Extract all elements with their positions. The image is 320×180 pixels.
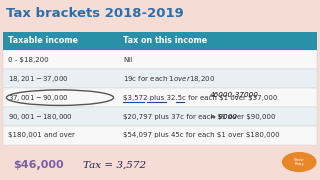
FancyBboxPatch shape xyxy=(3,126,317,145)
Text: 46000-37000: 46000-37000 xyxy=(210,92,259,98)
FancyBboxPatch shape xyxy=(3,69,317,88)
Text: $180,001 and over: $180,001 and over xyxy=(8,132,75,138)
Text: = 9000: = 9000 xyxy=(210,114,236,120)
Text: Nil: Nil xyxy=(123,57,132,63)
Text: $46,000: $46,000 xyxy=(13,160,63,170)
Text: Show
Ruby: Show Ruby xyxy=(294,158,305,166)
Text: $3,572 plus 32.5c for each $1 over $37,000: $3,572 plus 32.5c for each $1 over $37,0… xyxy=(123,95,277,101)
Text: Tax brackets 2018-2019: Tax brackets 2018-2019 xyxy=(6,7,184,20)
FancyBboxPatch shape xyxy=(3,50,317,69)
Circle shape xyxy=(283,153,316,171)
FancyBboxPatch shape xyxy=(3,31,317,50)
Text: $37,001 - $90,000: $37,001 - $90,000 xyxy=(8,93,68,103)
Text: $20,797 plus 37c for each $1 over $90,000: $20,797 plus 37c for each $1 over $90,00… xyxy=(123,114,276,120)
Text: $18,201 - $37,000: $18,201 - $37,000 xyxy=(8,74,68,84)
Text: $90,001 - $180,000: $90,001 - $180,000 xyxy=(8,112,73,122)
Text: Taxable income: Taxable income xyxy=(8,36,78,46)
Text: Tax = 3,572: Tax = 3,572 xyxy=(83,160,146,169)
Text: 0 - $18,200: 0 - $18,200 xyxy=(8,57,49,63)
FancyBboxPatch shape xyxy=(3,88,317,107)
FancyBboxPatch shape xyxy=(3,107,317,126)
Text: $54,097 plus 45c for each $1 over $180,000: $54,097 plus 45c for each $1 over $180,0… xyxy=(123,132,280,138)
Text: Tax on this income: Tax on this income xyxy=(123,36,207,46)
Text: 19c for each $1 over $18,200: 19c for each $1 over $18,200 xyxy=(123,74,215,84)
